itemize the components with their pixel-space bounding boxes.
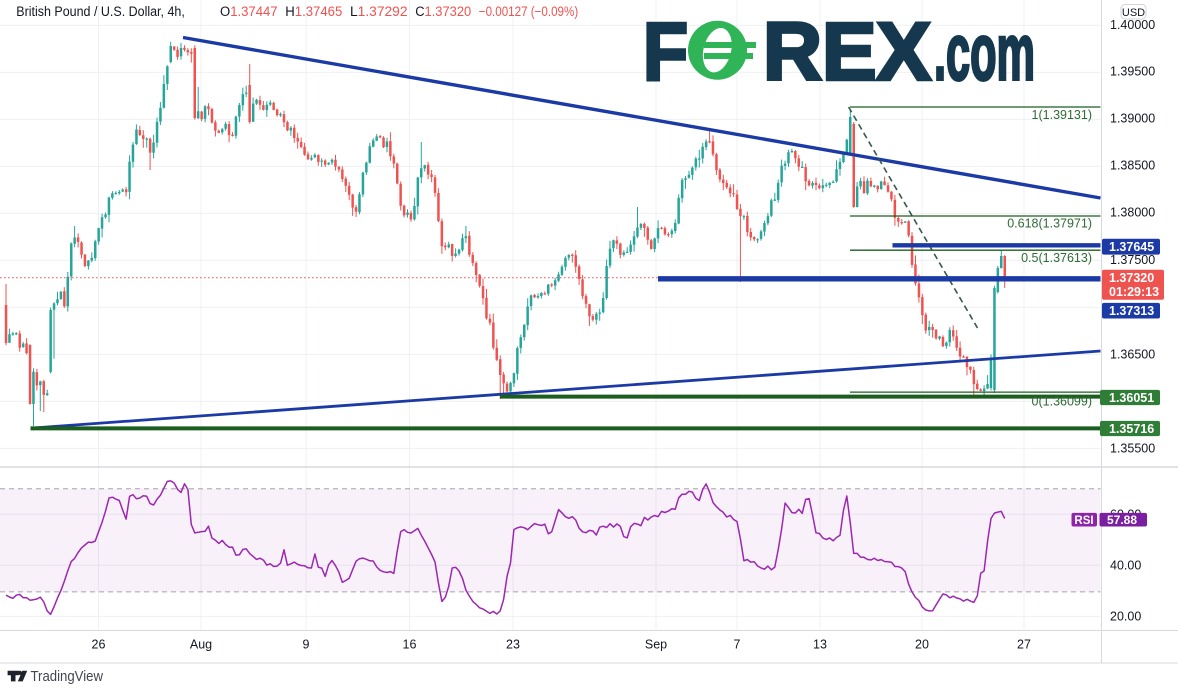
svg-text:16: 16 — [403, 638, 417, 652]
svg-text:H1.37465: H1.37465 — [285, 4, 342, 19]
svg-text:1.38500: 1.38500 — [1110, 159, 1155, 173]
svg-text:20: 20 — [915, 638, 929, 652]
svg-text:C1.37320: C1.37320 — [415, 4, 471, 19]
svg-text:1(1.39131): 1(1.39131) — [1032, 108, 1092, 122]
svg-text:23: 23 — [506, 638, 520, 652]
svg-text:L1.37292: L1.37292 — [350, 4, 408, 19]
svg-text:Sep: Sep — [645, 638, 667, 652]
svg-text:REX: REX — [763, 7, 931, 98]
svg-text:1.40000: 1.40000 — [1110, 18, 1155, 32]
svg-text:O1.37447: O1.37447 — [220, 4, 278, 19]
svg-text:Aug: Aug — [190, 638, 212, 652]
svg-text:40.00: 40.00 — [1110, 559, 1141, 573]
svg-text:1.36051: 1.36051 — [1109, 391, 1154, 405]
svg-text:0.5(1.37613): 0.5(1.37613) — [1021, 251, 1092, 265]
svg-text:−0.00127 (−0.09%): −0.00127 (−0.09%) — [479, 4, 578, 19]
svg-text:13: 13 — [813, 638, 827, 652]
svg-text:0.618(1.37971): 0.618(1.37971) — [1007, 217, 1092, 231]
svg-text:1.37313: 1.37313 — [1109, 304, 1154, 318]
svg-text:7: 7 — [734, 638, 741, 652]
svg-text:1.37320: 1.37320 — [1109, 271, 1154, 285]
svg-text:British Pound / U.S. Dollar, 4: British Pound / U.S. Dollar, 4h, — [16, 4, 185, 19]
svg-text:.com: .com — [934, 8, 1035, 97]
svg-text:1.36500: 1.36500 — [1110, 348, 1155, 362]
svg-text:1.38000: 1.38000 — [1110, 206, 1155, 220]
svg-text:26: 26 — [92, 638, 106, 652]
svg-text:01:29:13: 01:29:13 — [1109, 285, 1159, 299]
svg-text:1.39000: 1.39000 — [1110, 112, 1155, 126]
svg-text:F: F — [643, 7, 688, 98]
svg-text:1.35500: 1.35500 — [1110, 442, 1155, 456]
svg-text:0(1.36099): 0(1.36099) — [1032, 395, 1092, 409]
svg-text:1.37500: 1.37500 — [1110, 253, 1155, 267]
svg-text:20.00: 20.00 — [1110, 610, 1141, 624]
svg-text:9: 9 — [303, 638, 310, 652]
svg-text:1.35716: 1.35716 — [1109, 422, 1154, 436]
svg-text:57.88: 57.88 — [1107, 513, 1137, 527]
svg-text:27: 27 — [1017, 638, 1031, 652]
svg-text:TradingView: TradingView — [31, 669, 104, 685]
svg-text:1.37645: 1.37645 — [1109, 240, 1154, 254]
svg-text:1.39500: 1.39500 — [1110, 65, 1155, 79]
svg-text:USD: USD — [1122, 7, 1145, 19]
svg-text:RSI: RSI — [1074, 515, 1093, 527]
